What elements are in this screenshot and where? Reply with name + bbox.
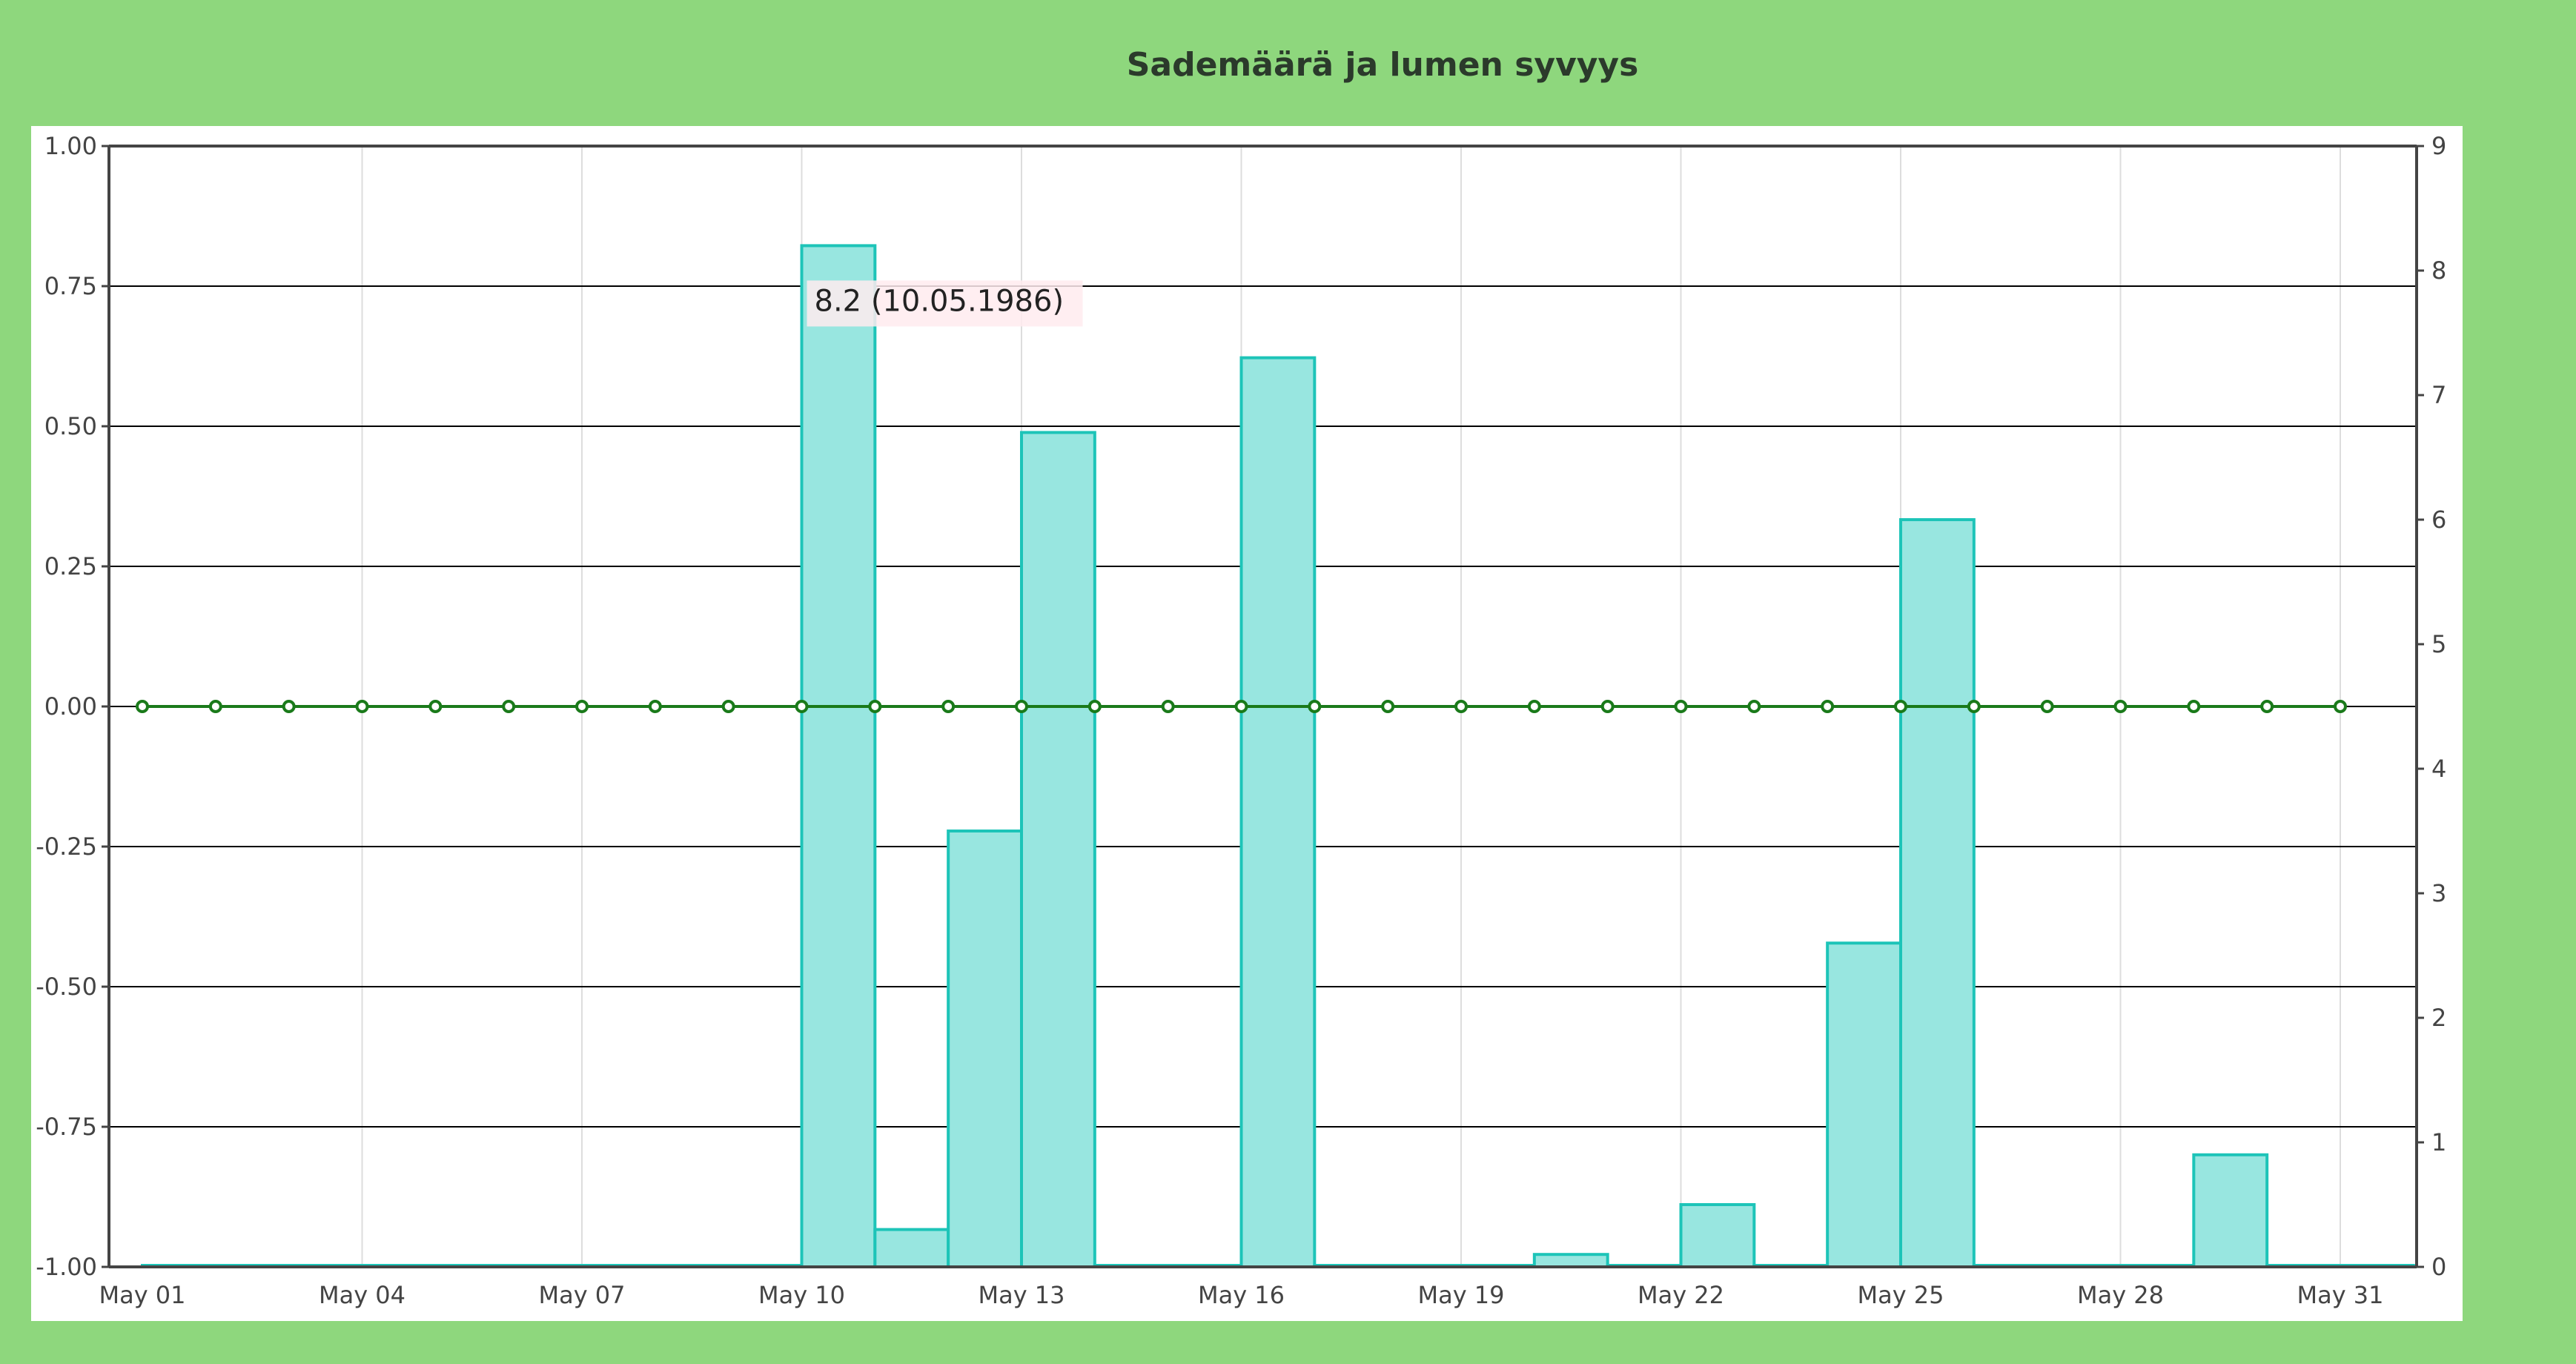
left-tick-label: -0.25	[36, 832, 97, 861]
x-tick-label: May 07	[538, 1281, 625, 1309]
line-point	[502, 700, 516, 713]
line-point	[282, 700, 296, 713]
right-tick-label: 5	[2431, 630, 2446, 658]
right-tick-label: 8	[2431, 256, 2446, 285]
right-tick-label: 4	[2431, 755, 2446, 783]
line-point	[721, 700, 735, 713]
line-point	[1967, 700, 1981, 713]
bar	[800, 244, 877, 1268]
left-tick-label: -0.75	[36, 1113, 97, 1141]
line-point	[1087, 700, 1102, 713]
x-tick-label: May 16	[1198, 1281, 1285, 1309]
left-tick-label: 1.00	[44, 132, 97, 160]
right-tick-label: 2	[2431, 1004, 2446, 1032]
line-point	[1527, 700, 1541, 713]
left-tick-label: 0.25	[44, 552, 97, 580]
x-tick-label: May 04	[319, 1281, 405, 1309]
x-tick-label: May 13	[978, 1281, 1064, 1309]
bar	[2192, 1153, 2269, 1269]
line-point	[1015, 700, 1028, 713]
line-point	[1894, 700, 1907, 713]
right-tick-label: 7	[2431, 381, 2446, 409]
line-point	[2040, 700, 2054, 713]
bar	[1679, 1203, 1756, 1268]
chart-title: Sademäärä ja lumen syvyys	[1126, 46, 1639, 84]
left-axis-ticks: -1.00 -0.75 -0.50 -0.25 0.00 0.25 0.50 0.75 1.00	[36, 132, 109, 1281]
line-point	[2260, 700, 2274, 713]
plot-panel: -1.00 -0.75 -0.50 -0.25 0.00 0.25 0.50 0.75 1.00…	[31, 126, 2463, 1321]
right-tick-label: 3	[2431, 879, 2446, 907]
right-tick-label: 6	[2431, 506, 2446, 534]
line-point	[648, 700, 662, 713]
right-tick-label: 1	[2431, 1128, 2446, 1156]
line-point	[1161, 700, 1175, 713]
line-point	[2113, 700, 2128, 713]
bar	[1239, 356, 1317, 1269]
left-tick-label: 0.00	[44, 692, 97, 721]
bar	[1532, 1253, 1609, 1268]
tooltip-text: 8.2 (10.05.1986)	[815, 284, 1064, 318]
x-tick-label: May 10	[758, 1281, 845, 1309]
line-point	[208, 700, 222, 713]
line-point	[941, 700, 956, 713]
left-tick-label: 0.50	[44, 412, 97, 440]
x-tick-label: May 22	[1638, 1281, 1724, 1309]
bar	[947, 830, 1023, 1268]
bar-series	[141, 244, 2415, 1269]
line-point	[1454, 700, 1468, 713]
right-tick-label: 0	[2431, 1253, 2446, 1281]
x-tick-label: May 01	[99, 1281, 185, 1309]
tooltip: 8.2 (10.05.1986)	[807, 280, 1083, 327]
bar	[1020, 431, 1096, 1268]
bar	[873, 1228, 950, 1268]
x-tick-label: May 19	[1417, 1281, 1504, 1309]
line-point	[1600, 700, 1615, 713]
left-tick-label: -1.00	[36, 1253, 97, 1281]
tooltip-background	[807, 280, 1083, 327]
line-point	[575, 700, 589, 713]
line-point	[2187, 700, 2201, 713]
line-point	[428, 700, 443, 713]
line-point	[1821, 700, 1835, 713]
x-tick-label: May 31	[2297, 1281, 2383, 1309]
line-point	[355, 700, 369, 713]
line-point	[868, 700, 882, 713]
left-tick-label: -0.50	[36, 973, 97, 1001]
chart-svg: -1.00 -0.75 -0.50 -0.25 0.00 0.25 0.50 0.75 1.00…	[36, 132, 2446, 1309]
line-point	[1747, 700, 1761, 713]
left-tick-label: 0.75	[44, 272, 97, 300]
right-axis-ticks: 0 1 2 3 4 5 6 7 8 9	[2417, 132, 2446, 1281]
line-point	[1674, 700, 1688, 713]
line-series	[136, 700, 2347, 713]
x-tick-label: May 25	[1857, 1281, 1944, 1309]
line-point	[136, 700, 149, 713]
right-tick-label: 9	[2431, 132, 2446, 160]
line-point	[1381, 700, 1395, 713]
bar	[1826, 941, 1903, 1268]
bar	[1899, 518, 1976, 1268]
line-point	[1234, 700, 1248, 713]
line-point	[1308, 700, 1322, 713]
line-point	[2334, 700, 2347, 713]
x-axis-ticks: May 01 May 04 May 07 May 10 May 13 May 16 May …	[99, 1281, 2383, 1309]
line-point	[795, 700, 809, 713]
x-tick-label: May 28	[2077, 1281, 2164, 1309]
